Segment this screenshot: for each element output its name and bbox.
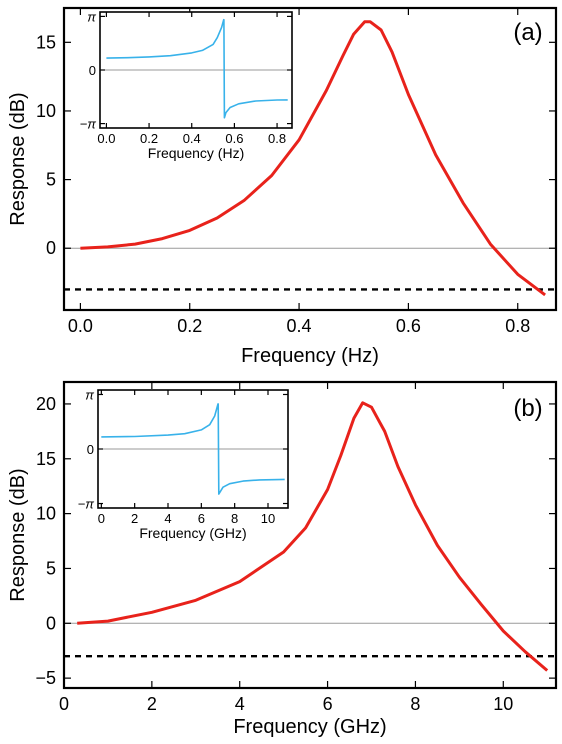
inset-x-tick-label-b-2: 4 — [164, 511, 171, 526]
inset-y-tick-label-a-1: 0 — [89, 63, 96, 78]
x-tick-label-a-4: 0.8 — [505, 316, 530, 336]
inset-x-tick-label-b-5: 10 — [261, 511, 275, 526]
inset-x-tick-label-a-1: 0.2 — [140, 131, 158, 146]
y-tick-label-b-0: −5 — [35, 668, 56, 688]
inset-series-line-a-0 — [106, 18, 288, 119]
inset-y-tick-label-b-2: −π — [78, 497, 95, 512]
inset-x-tick-label-a-3: 0.6 — [225, 131, 243, 146]
inset-x-tick-label-a-0: 0.0 — [97, 131, 115, 146]
x-tick-label-b-2: 4 — [235, 694, 245, 714]
x-tick-label-b-1: 2 — [147, 694, 157, 714]
inset-x-tick-label-b-4: 8 — [231, 511, 238, 526]
series-line-b-0 — [77, 401, 549, 672]
x-tick-label-a-1: 0.2 — [177, 316, 202, 336]
y-tick-label-a-1: 5 — [46, 170, 56, 190]
y-tick-label-b-2: 5 — [46, 558, 56, 578]
inset-chart-a: 0.0 0.2 0.4 0.6 0.8 π 0 −π Frequency (Hz) — [80, 9, 293, 161]
x-tick-label-a-3: 0.6 — [396, 316, 421, 336]
inset-x-tick-label-a-2: 0.4 — [183, 131, 201, 146]
inset-x-tick-label-b-0: 0 — [98, 511, 105, 526]
x-axis-label-a: Frequency (Hz) — [241, 345, 379, 367]
x-tick-label-b-5: 10 — [493, 694, 513, 714]
y-axis-label-b: Response (dB) — [7, 468, 29, 601]
inset-x-axis-label-b: Frequency (GHz) — [139, 525, 246, 541]
x-tick-label-a-0: 0.0 — [68, 316, 93, 336]
inset-y-tick-label-b-1: 0 — [87, 442, 94, 457]
y-tick-label-a-2: 10 — [36, 101, 56, 121]
inset-x-tick-label-b-1: 2 — [131, 511, 138, 526]
x-tick-label-b-0: 0 — [59, 694, 69, 714]
inset-y-tick-label-b-0: π — [85, 387, 94, 402]
series-line-a-0 — [80, 20, 547, 297]
inset-x-tick-label-b-3: 6 — [198, 511, 205, 526]
x-tick-label-b-4: 8 — [410, 694, 420, 714]
x-tick-label-a-2: 0.4 — [287, 316, 312, 336]
panel-label-a: (a) — [513, 19, 542, 46]
x-axis-label-b: Frequency (GHz) — [233, 716, 386, 738]
y-tick-label-b-3: 10 — [36, 504, 56, 524]
inset-x-axis-label-a: Frequency (Hz) — [148, 145, 244, 161]
plot-frame-a — [62, 6, 558, 312]
y-tick-label-b-5: 20 — [36, 394, 56, 414]
inset-x-tick-label-a-4: 0.8 — [268, 131, 286, 146]
panel-label-b: (b) — [513, 395, 542, 422]
chart-panel-a: 0.0 0.2 0.4 0.6 0.8 0 5 10 15 Frequency (Hz) Respo… — [7, 6, 558, 367]
y-tick-label-a-3: 15 — [36, 32, 56, 52]
y-tick-label-b-4: 15 — [36, 449, 56, 469]
y-tick-label-a-0: 0 — [46, 238, 56, 258]
y-tick-label-b-1: 0 — [46, 613, 56, 633]
y-axis-label-a: Response (dB) — [7, 92, 29, 225]
inset-y-tick-label-a-2: −π — [80, 117, 97, 132]
inset-series-line-b-0 — [101, 403, 285, 495]
plot-frame-b — [62, 380, 558, 690]
inset-y-tick-label-a-0: π — [87, 9, 96, 24]
x-tick-label-b-3: 6 — [323, 694, 333, 714]
